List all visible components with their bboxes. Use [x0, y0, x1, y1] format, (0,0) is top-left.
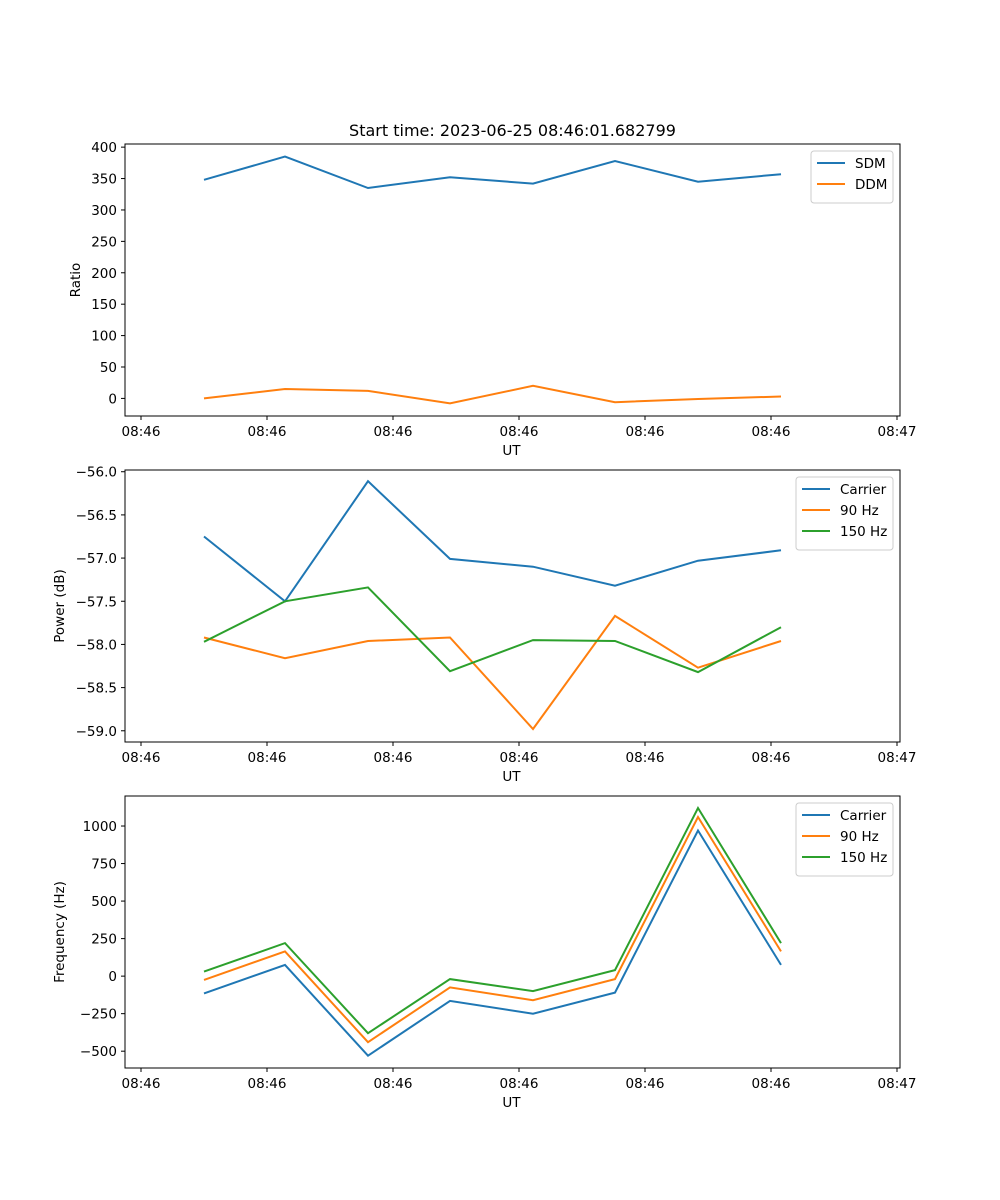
- y-tick-label: −59.0: [76, 724, 117, 740]
- legend-label: DDM: [855, 177, 887, 193]
- y-tick-label: 400: [91, 140, 117, 156]
- axes-frame: [124, 143, 901, 417]
- legend-label: SDM: [855, 156, 886, 172]
- x-tick-label: 08:46: [374, 1076, 413, 1092]
- y-tick-label: 0: [108, 969, 117, 985]
- x-tick-label: 08:46: [752, 1076, 791, 1092]
- y-tick-label: 500: [91, 894, 117, 910]
- x-tick-label: 08:46: [248, 750, 287, 766]
- y-tick-label: −57.5: [76, 594, 117, 610]
- series-line-carrier: [203, 479, 782, 603]
- y-tick-label: 150: [91, 297, 117, 313]
- legend-label: 90 Hz: [840, 503, 879, 519]
- y-tick-label: 300: [91, 203, 117, 219]
- x-tick-label: 08:47: [878, 424, 917, 440]
- y-tick-label: 50: [100, 360, 117, 376]
- series-line-150-hz: [203, 586, 782, 674]
- y-axis-label: Frequency (Hz): [52, 881, 68, 983]
- x-axis-label: UT: [502, 769, 521, 785]
- x-tick-label: 08:46: [500, 424, 539, 440]
- x-axis-label: UT: [502, 443, 521, 459]
- y-tick-label: 250: [91, 932, 117, 948]
- legend-label: 90 Hz: [840, 829, 879, 845]
- axes-frame: [124, 795, 901, 1069]
- series-line-90-hz: [203, 614, 782, 731]
- chart-panel: 08:46 08:46 08:46 08:46 08:46 08:46 08:47 −59.0…: [52, 465, 916, 785]
- chart-panel: 08:46 08:46 08:46 08:46 08:46 08:46 08:47 0 50 10…: [68, 140, 916, 459]
- y-tick-label: 100: [91, 329, 117, 345]
- series-line-carrier: [203, 828, 782, 1058]
- x-tick-label: 08:46: [752, 750, 791, 766]
- y-tick-label: 250: [91, 234, 117, 250]
- x-tick-label: 08:46: [626, 424, 665, 440]
- x-axis-label: UT: [502, 1095, 521, 1111]
- y-tick-label: 1000: [83, 819, 117, 835]
- y-tick-label: −56.0: [76, 465, 117, 481]
- x-tick-label: 08:47: [878, 1076, 917, 1092]
- x-tick-label: 08:46: [122, 424, 161, 440]
- y-tick-label: −250: [80, 1007, 117, 1023]
- y-tick-label: −57.0: [76, 551, 117, 567]
- y-tick-label: 0: [108, 391, 117, 407]
- x-tick-label: 08:46: [500, 750, 539, 766]
- x-tick-label: 08:47: [878, 750, 917, 766]
- x-tick-label: 08:46: [752, 424, 791, 440]
- panels: 08:46 08:46 08:46 08:46 08:46 08:46 08:47 0 50 10…: [52, 140, 916, 1111]
- x-tick-label: 08:46: [122, 1076, 161, 1092]
- x-tick-label: 08:46: [248, 424, 287, 440]
- legend-label: 150 Hz: [840, 850, 887, 866]
- x-tick-label: 08:46: [248, 1076, 287, 1092]
- y-tick-label: 750: [91, 857, 117, 873]
- legend: Carrier 90 Hz 150 Hz: [795, 476, 894, 551]
- x-tick-label: 08:46: [122, 750, 161, 766]
- legend-label: Carrier: [840, 482, 887, 498]
- figure-title: Start time: 2023-06-25 08:46:01.682799: [349, 121, 676, 140]
- legend: SDM DDM: [810, 150, 894, 204]
- y-tick-label: −58.5: [76, 681, 117, 697]
- axes-frame: [124, 469, 901, 743]
- series-line-sdm: [203, 155, 782, 190]
- x-tick-label: 08:46: [626, 750, 665, 766]
- x-tick-label: 08:46: [626, 1076, 665, 1092]
- y-axis-label: Ratio: [68, 263, 84, 298]
- legend-label: 150 Hz: [840, 524, 887, 540]
- y-tick-label: −500: [80, 1044, 117, 1060]
- y-tick-label: 350: [91, 172, 117, 188]
- series-line-90-hz: [203, 814, 782, 1044]
- y-tick-label: 200: [91, 266, 117, 282]
- x-tick-label: 08:46: [374, 750, 413, 766]
- chart-panel: 08:46 08:46 08:46 08:46 08:46 08:46 08:47 −500 −…: [52, 795, 917, 1111]
- series-line-ddm: [203, 384, 782, 405]
- series-line-150-hz: [203, 805, 782, 1035]
- x-tick-label: 08:46: [374, 424, 413, 440]
- y-tick-label: −58.0: [76, 637, 117, 653]
- x-tick-label: 08:46: [500, 1076, 539, 1092]
- legend: Carrier 90 Hz 150 Hz: [795, 802, 894, 877]
- legend-label: Carrier: [840, 808, 887, 824]
- y-axis-label: Power (dB): [52, 569, 68, 642]
- y-tick-label: −56.5: [76, 508, 117, 524]
